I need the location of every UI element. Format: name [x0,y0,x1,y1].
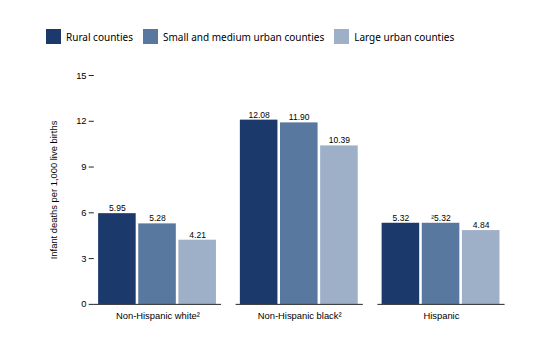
svg-text:15: 15 [76,70,86,81]
svg-text:Non-Hispanic white²: Non-Hispanic white² [116,310,200,321]
svg-text:Hispanic: Hispanic [423,310,459,321]
svg-text:4.21: 4.21 [189,230,206,240]
svg-text:5.95: 5.95 [109,203,126,213]
svg-text:5.28: 5.28 [149,213,166,223]
svg-text:10.39: 10.39 [329,135,351,145]
svg-text:²5.32: ²5.32 [431,213,451,223]
svg-text:3: 3 [81,253,86,264]
svg-text:12.08: 12.08 [248,110,270,120]
svg-text:0: 0 [81,298,86,309]
svg-text:12: 12 [76,115,86,126]
html-text:Rural counties: Rural counties [66,29,133,44]
svg-text:6: 6 [81,207,86,218]
svg-text:11.90: 11.90 [289,112,310,122]
svg-text:4.84: 4.84 [473,220,490,230]
svg-text:5.32: 5.32 [393,213,410,223]
svg-text:Non-Hispanic black²: Non-Hispanic black² [258,310,342,321]
svg-text:Infant deaths per 1,000 live b: Infant deaths per 1,000 live births [48,120,59,259]
svg-text:9: 9 [81,161,86,172]
html-text:Large urban counties: Large urban counties [354,29,455,44]
html-text:Small and medium urban countie: Small and medium urban counties [163,29,325,44]
